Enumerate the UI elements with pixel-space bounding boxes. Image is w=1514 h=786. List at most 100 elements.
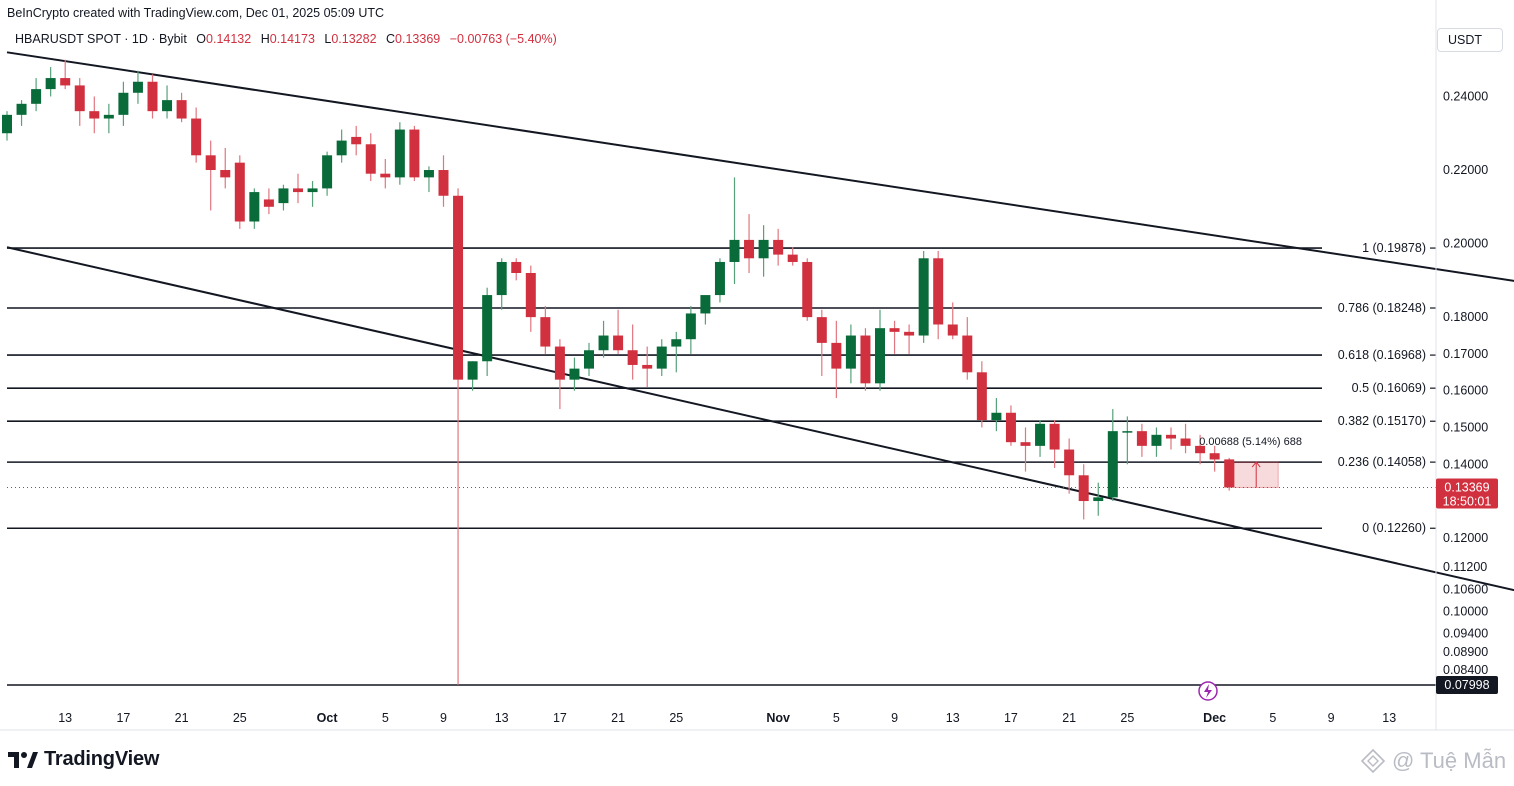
candle-body — [758, 239, 769, 259]
y-tick-label: 0.24000 — [1443, 89, 1488, 103]
candle-body — [394, 129, 405, 178]
y-tick-label: 0.08400 — [1443, 663, 1488, 677]
candle-body — [1064, 449, 1075, 476]
candle-body — [875, 328, 885, 384]
watermark: @ Tuệ Mẫn — [1360, 748, 1506, 774]
candle — [511, 258, 522, 281]
currency-button[interactable]: USDT — [1437, 28, 1503, 52]
candle-body — [322, 155, 333, 189]
candle — [671, 331, 682, 373]
high-label: H — [260, 32, 270, 46]
candle-body — [191, 118, 202, 156]
candle — [249, 188, 260, 229]
symbol-label[interactable]: HBARUSDT SPOT · 1D · Bybit — [15, 32, 187, 46]
y-tick-label: 0.20000 — [1443, 237, 1488, 251]
support-price-value: 0.07998 — [1444, 678, 1489, 692]
y-tick-label: 0.15000 — [1443, 420, 1488, 434]
candle — [220, 147, 231, 189]
candle — [554, 339, 565, 410]
candle — [365, 133, 376, 182]
candle — [45, 67, 56, 97]
candle — [976, 361, 987, 428]
candle-body — [540, 317, 551, 347]
candle-body — [16, 103, 27, 115]
candle — [889, 320, 900, 354]
x-tick-label: 17 — [116, 711, 130, 725]
candle-body — [307, 188, 318, 193]
candle — [322, 151, 333, 196]
open-value: 0.14132 — [206, 32, 252, 46]
candle-body — [409, 129, 420, 178]
candle-body — [1136, 431, 1147, 446]
candle-body — [962, 335, 973, 373]
candle — [1035, 420, 1046, 457]
candle — [263, 188, 274, 215]
fib-level-label: 0.618 (0.16968) — [1338, 348, 1426, 362]
x-tick-label: 21 — [1062, 711, 1076, 725]
y-tick-label: 0.12000 — [1443, 531, 1488, 545]
y-tick-label: 0.11200 — [1443, 560, 1487, 574]
candle — [438, 155, 449, 207]
candle-body — [1209, 453, 1220, 460]
candle-body — [700, 295, 711, 314]
candle — [613, 309, 624, 354]
candle — [453, 188, 464, 685]
chart-lines: 1 (0.19878) 0.786 (0.18248) 0.618 (0.16968… — [6, 51, 1514, 686]
candle-body — [656, 346, 667, 369]
candle-body — [584, 350, 594, 369]
chart-caption: BeInCrypto created with TradingView.com,… — [7, 6, 385, 20]
candle — [409, 125, 420, 182]
candle — [816, 309, 827, 376]
candle-body — [598, 335, 609, 351]
candle-body — [1093, 497, 1104, 502]
candle — [729, 177, 740, 285]
candle — [205, 140, 216, 211]
candle — [380, 158, 391, 189]
brand-name: TradingView — [44, 748, 160, 770]
candle-body — [714, 261, 725, 296]
candle-body — [176, 100, 187, 119]
y-tick-label: 0.14000 — [1443, 457, 1488, 471]
tradingview-logo[interactable]: TradingView — [8, 748, 159, 771]
candle-body — [220, 170, 231, 178]
axes: 0.24000 0.22000 0.20000 0.18000 0.17000 0.160… — [0, 0, 1514, 731]
candle-body — [642, 364, 653, 369]
candle-body — [1035, 423, 1046, 446]
tradingview-logo-icon — [8, 751, 38, 768]
candle — [1107, 409, 1118, 502]
candle-body — [889, 328, 900, 332]
candle — [642, 346, 653, 388]
lightning-alert-icon[interactable] — [1198, 681, 1218, 701]
candle-body — [1005, 412, 1016, 443]
candle — [423, 166, 434, 193]
candle — [191, 107, 202, 163]
x-tick-label: 13 — [1382, 711, 1396, 725]
candle-body — [613, 335, 624, 351]
x-tick-label: 5 — [382, 711, 389, 725]
fib-level-label: 0 (0.12260) — [1362, 521, 1426, 535]
x-tick-label: 21 — [611, 711, 625, 725]
candle-body — [249, 192, 260, 222]
candle — [845, 324, 856, 384]
candle-body — [991, 412, 1002, 421]
x-tick-label: 25 — [1120, 711, 1134, 725]
last-price-value: 0.13369 — [1444, 480, 1489, 494]
candles — [2, 59, 1235, 685]
candle — [656, 339, 667, 376]
candle — [627, 324, 638, 380]
low-label: L — [324, 32, 332, 46]
candle — [132, 70, 143, 104]
candle — [16, 100, 27, 126]
candle — [700, 295, 711, 325]
x-tick-label: 13 — [946, 711, 960, 725]
candle-body — [1020, 442, 1031, 446]
candle-body — [947, 324, 958, 336]
measure-arrow-head — [1251, 461, 1261, 468]
candle — [860, 328, 871, 391]
candle-body — [89, 111, 100, 119]
candle — [918, 250, 929, 343]
candle-body — [423, 170, 434, 178]
candle-body — [904, 331, 915, 336]
candle — [1005, 405, 1016, 446]
